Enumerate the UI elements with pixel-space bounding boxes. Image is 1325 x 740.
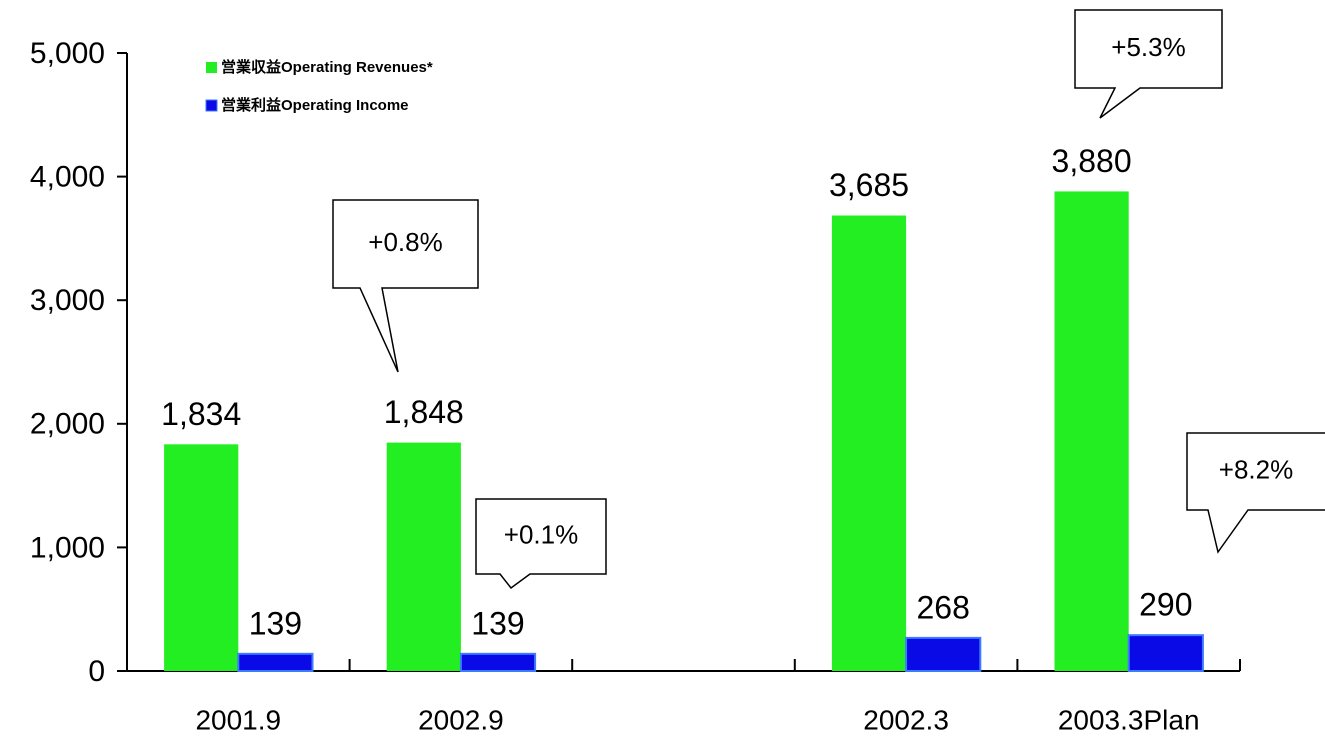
bar [1054,191,1129,671]
value-label: 1,834 [161,396,241,432]
x-tick-label: 2001.9 [195,704,281,735]
y-tick-label: 1,000 [30,531,105,564]
bar [1127,634,1204,673]
y-tick-label: 0 [88,655,105,688]
callout [475,498,607,590]
annotation: +5.3% [1111,32,1185,62]
legend-label: 営業利益Operating Income [221,96,409,114]
callout [332,199,479,373]
annotation: +0.1% [504,519,578,549]
x-tick-label: 2002.3 [863,704,949,735]
y-tick-label: 3,000 [30,284,105,317]
value-label: 3,685 [829,167,909,203]
legend-swatch [205,99,218,112]
bar [237,652,314,672]
bar [831,215,907,671]
value-label: 139 [471,605,524,641]
bar [164,444,239,671]
annotation: +0.8% [368,227,442,257]
value-label: 268 [917,589,970,625]
callout [1074,9,1223,119]
bar [905,636,982,672]
legend-label: 営業収益Operating Revenues* [221,58,433,76]
y-tick-label: 4,000 [30,161,105,194]
x-tick-label: 2002.9 [418,704,504,735]
bar [459,652,537,672]
bar [386,442,461,671]
annotation: +8.2% [1219,454,1293,484]
value-label: 290 [1139,587,1192,623]
value-label: 1,848 [384,394,464,430]
value-label: 3,880 [1052,143,1132,179]
y-tick-label: 2,000 [30,408,105,441]
y-tick-label: 5,000 [30,37,105,70]
legend-swatch [206,62,217,73]
callout [1186,432,1325,554]
value-label: 139 [249,605,302,641]
x-tick-label: 2003.3Plan [1058,704,1200,735]
